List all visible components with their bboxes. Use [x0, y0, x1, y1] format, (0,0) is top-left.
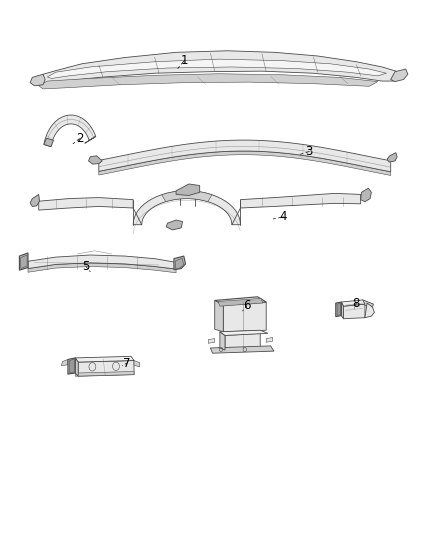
Polygon shape: [35, 51, 403, 85]
Polygon shape: [215, 301, 223, 332]
Polygon shape: [21, 255, 27, 269]
Polygon shape: [210, 346, 274, 353]
Polygon shape: [365, 303, 374, 318]
Polygon shape: [162, 191, 212, 201]
Polygon shape: [61, 359, 68, 366]
Text: 6: 6: [243, 299, 251, 312]
Polygon shape: [28, 255, 176, 269]
Text: 3: 3: [305, 145, 313, 158]
Polygon shape: [176, 258, 184, 269]
Polygon shape: [99, 151, 391, 175]
Text: 4: 4: [279, 211, 287, 223]
Polygon shape: [30, 74, 45, 86]
Polygon shape: [336, 302, 341, 317]
Polygon shape: [220, 330, 268, 335]
Polygon shape: [134, 360, 140, 367]
Polygon shape: [75, 372, 134, 376]
Polygon shape: [39, 74, 378, 89]
Polygon shape: [19, 253, 28, 270]
Polygon shape: [174, 256, 186, 270]
Polygon shape: [68, 358, 75, 374]
Polygon shape: [85, 136, 96, 143]
Polygon shape: [208, 338, 215, 343]
Polygon shape: [78, 360, 134, 376]
Polygon shape: [341, 302, 343, 319]
Polygon shape: [341, 300, 365, 306]
Polygon shape: [337, 303, 340, 316]
Polygon shape: [39, 198, 133, 210]
Text: 7: 7: [123, 357, 131, 369]
Polygon shape: [176, 184, 200, 196]
Polygon shape: [88, 156, 102, 164]
Polygon shape: [343, 304, 365, 319]
Polygon shape: [99, 140, 391, 172]
Polygon shape: [220, 332, 225, 350]
Polygon shape: [215, 297, 266, 305]
Polygon shape: [133, 191, 240, 225]
Polygon shape: [47, 59, 386, 78]
Polygon shape: [44, 138, 53, 147]
Text: 8: 8: [353, 296, 360, 310]
Polygon shape: [70, 359, 74, 373]
Polygon shape: [218, 298, 263, 306]
Polygon shape: [75, 357, 134, 362]
Polygon shape: [30, 195, 39, 206]
Polygon shape: [360, 188, 371, 201]
Text: 1: 1: [181, 54, 188, 67]
Polygon shape: [28, 263, 176, 273]
Polygon shape: [266, 337, 272, 342]
Text: 2: 2: [76, 132, 83, 145]
Text: 5: 5: [82, 260, 90, 273]
Polygon shape: [44, 115, 96, 147]
Polygon shape: [391, 69, 408, 82]
Polygon shape: [387, 152, 397, 162]
Polygon shape: [75, 358, 78, 376]
Polygon shape: [223, 302, 266, 332]
Polygon shape: [166, 220, 183, 230]
Polygon shape: [225, 333, 260, 350]
Polygon shape: [363, 300, 374, 308]
Polygon shape: [240, 193, 360, 208]
